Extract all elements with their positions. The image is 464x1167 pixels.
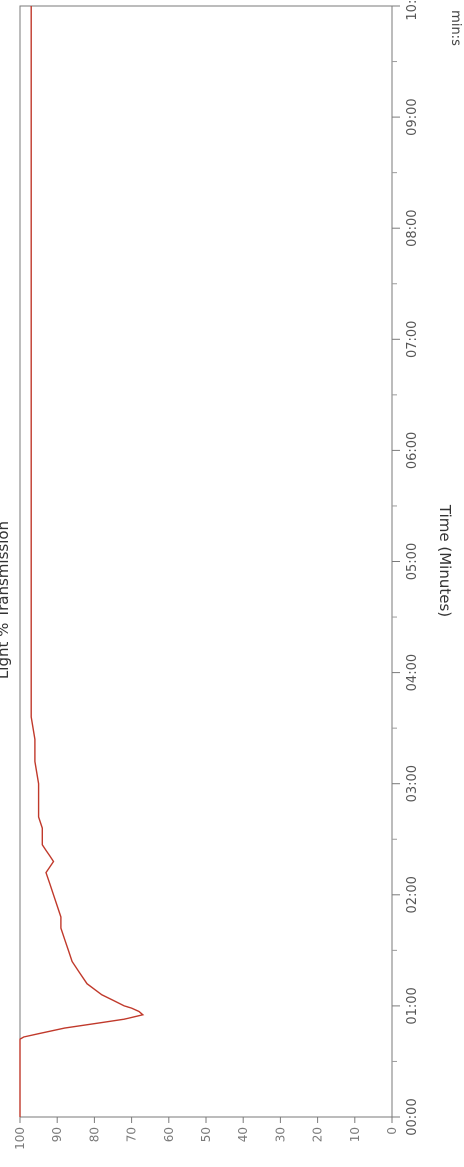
- x-tick-label-wrap: 04:00: [405, 654, 420, 691]
- x-tick-label: 09:00: [405, 98, 420, 135]
- x-tick-label: 01:00: [405, 987, 420, 1024]
- x-tick-label-wrap: 02:00: [405, 876, 420, 913]
- y-tick-label: 60: [162, 1127, 176, 1142]
- y-tick-label: 10: [348, 1127, 362, 1142]
- y-tick-label-wrap: 100: [13, 1127, 27, 1150]
- x-axis-ticks: [392, 5, 400, 1118]
- x-tick-label-wrap: 10:0: [405, 0, 420, 21]
- x-tick-label-wrap: 06:00: [405, 432, 420, 469]
- y-tick-label: 70: [125, 1127, 139, 1142]
- x-tick-label-wrap: 07:00: [405, 321, 420, 358]
- y-tick-label-wrap: 30: [273, 1127, 287, 1142]
- y-axis-tick-labels: 100 90 80 70 60 50 40 30 20 10 0: [13, 1127, 399, 1150]
- y-tick-label: 80: [87, 1127, 101, 1142]
- y-tick-label-wrap: 20: [311, 1127, 325, 1142]
- y-axis-title: Light % Transmission: [0, 521, 12, 679]
- x-tick-label: 05:00: [405, 543, 420, 580]
- y-tick-label: 0: [385, 1127, 399, 1135]
- y-tick-label-wrap: 10: [348, 1127, 362, 1142]
- y-tick-label: 100: [13, 1127, 27, 1150]
- x-tick-label: 10:0: [405, 0, 420, 21]
- y-tick-label: 40: [236, 1127, 250, 1142]
- x-tick-label: 03:00: [405, 765, 420, 802]
- y-tick-label: 90: [50, 1127, 64, 1142]
- x-unit-label-wrap: min:s: [448, 10, 463, 46]
- x-tick-label: 07:00: [405, 321, 420, 358]
- y-tick-label-wrap: 80: [87, 1127, 101, 1142]
- x-axis-title-wrap: Time (Minutes): [436, 504, 454, 617]
- y-tick-label-wrap: 40: [236, 1127, 250, 1142]
- y-tick-label-wrap: 70: [125, 1127, 139, 1142]
- x-tick-label: 00:00: [405, 1098, 420, 1135]
- x-tick-label: 08:00: [405, 209, 420, 246]
- x-tick-label-wrap: 05:00: [405, 543, 420, 580]
- x-tick-label: 06:00: [405, 432, 420, 469]
- x-tick-label: 02:00: [405, 876, 420, 913]
- x-tick-label-wrap: 03:00: [405, 765, 420, 802]
- y-tick-label-wrap: 60: [162, 1127, 176, 1142]
- x-tick-label-wrap: 00:00: [405, 1098, 420, 1135]
- x-unit-label: min:s: [448, 10, 463, 46]
- y-tick-label: 50: [199, 1127, 213, 1142]
- y-tick-label: 20: [311, 1127, 325, 1142]
- x-tick-label-wrap: 01:00: [405, 987, 420, 1024]
- y-tick-label-wrap: 90: [50, 1127, 64, 1142]
- y-tick-label-wrap: 50: [199, 1127, 213, 1142]
- y-tick-label: 30: [273, 1127, 287, 1142]
- plot-frame: [19, 5, 393, 1118]
- x-axis-title: Time (Minutes): [436, 504, 454, 617]
- x-tick-label-wrap: 08:00: [405, 209, 420, 246]
- y-axis-ticks: [19, 1117, 393, 1123]
- series-line: [19, 6, 145, 1117]
- x-axis-tick-labels: 00:00 01:00 02:00 03:00 04:00 05:00 06:00 07:00…: [405, 0, 420, 1136]
- x-tick-label-wrap: 09:00: [405, 98, 420, 135]
- y-tick-label-wrap: 0: [385, 1127, 399, 1135]
- y-axis-title-wrap: Light % Transmission: [0, 521, 12, 679]
- x-tick-label: 04:00: [405, 654, 420, 691]
